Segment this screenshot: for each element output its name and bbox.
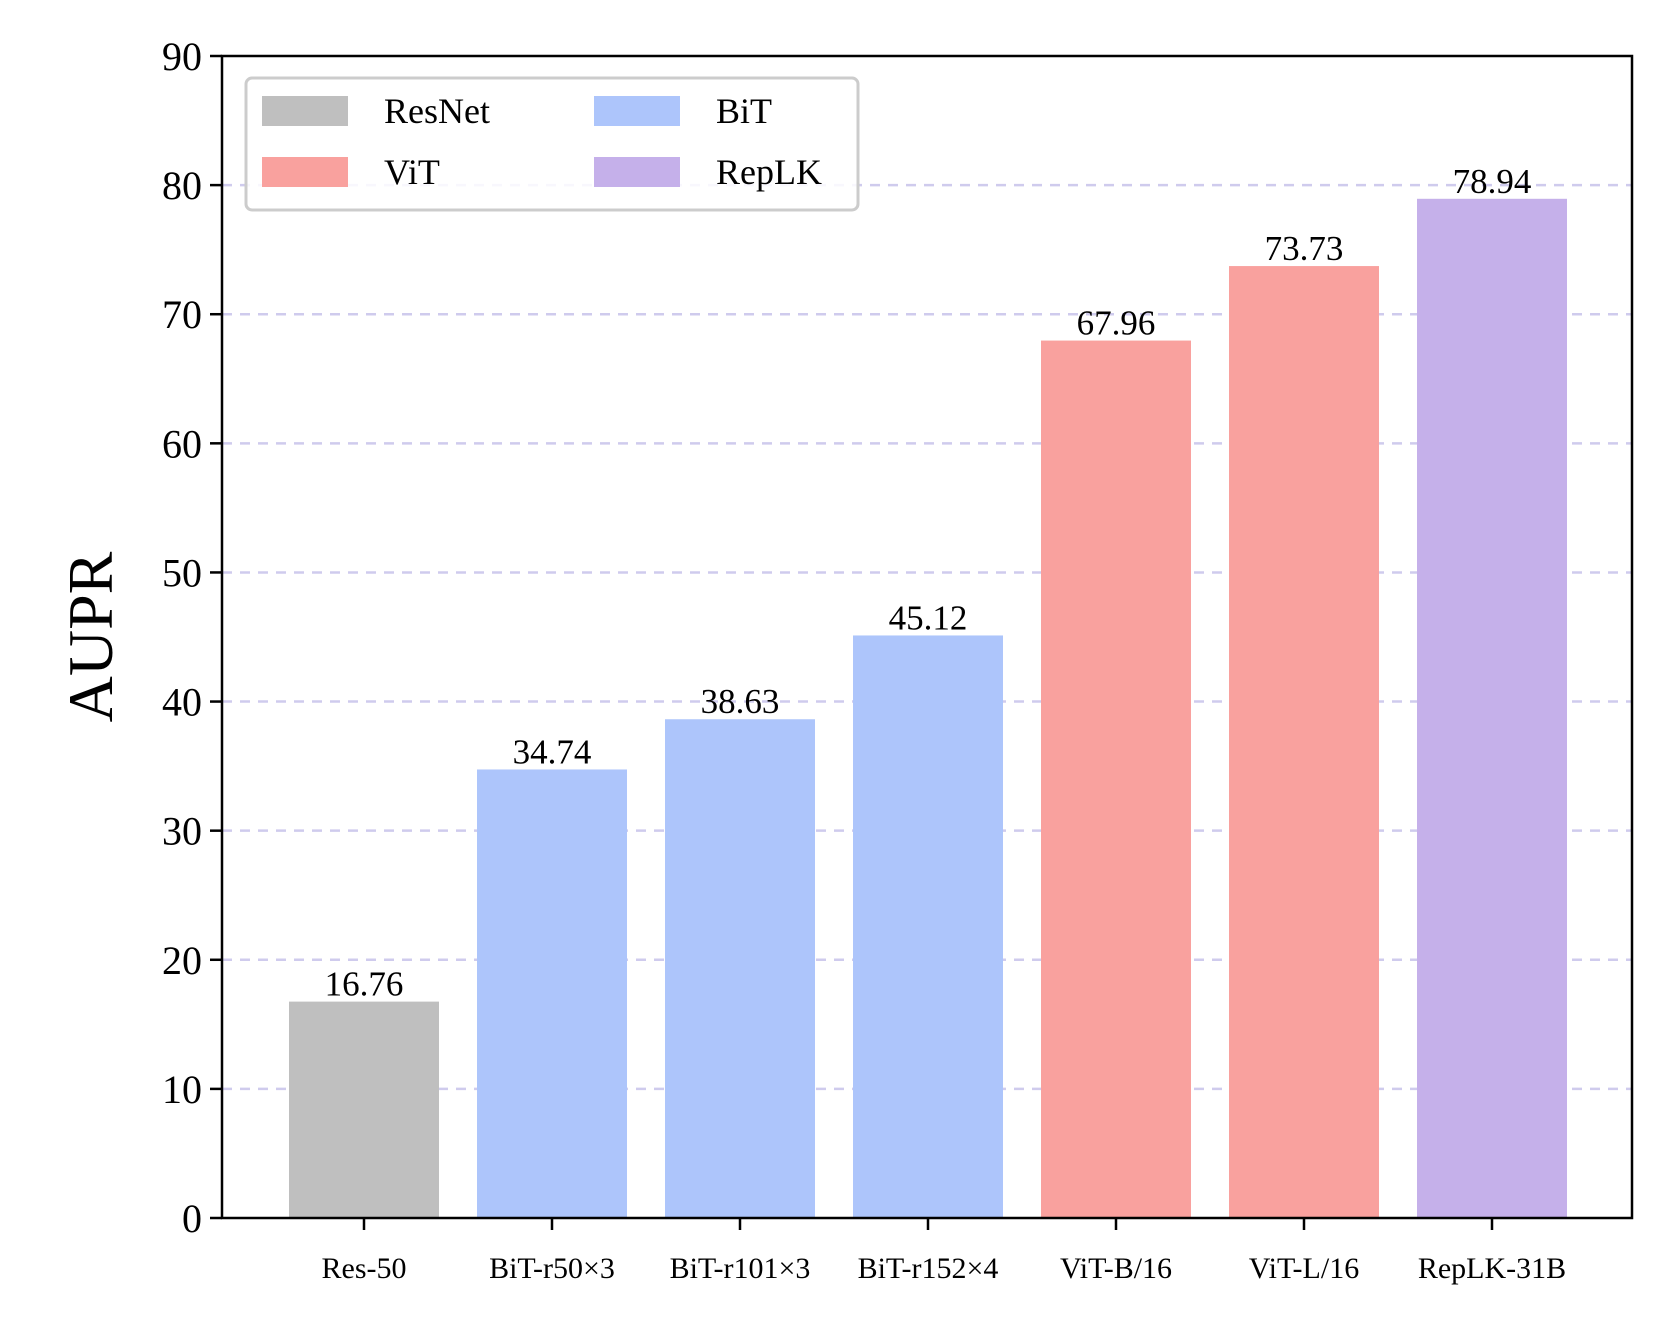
bar-bit-r101-3 <box>665 719 815 1218</box>
legend-label-bit: BiT <box>716 91 772 131</box>
bar-res-50 <box>289 1001 439 1218</box>
x-tick-label: Res-50 <box>322 1252 407 1285</box>
x-tick-label: BiT-r101×3 <box>670 1252 811 1285</box>
bar-replk-31b <box>1417 198 1567 1219</box>
x-tick-label: ViT-L/16 <box>1249 1252 1359 1285</box>
y-tick-label: 20 <box>162 938 202 983</box>
y-tick-label: 90 <box>162 34 202 79</box>
legend-swatch-bit <box>594 96 680 126</box>
value-labels: 16.76 34.74 38.63 45.12 67.96 73.73 78.94 <box>325 162 1532 1004</box>
y-tick-label: 60 <box>162 421 202 466</box>
legend-label-vit: ViT <box>384 152 440 192</box>
value-label: 34.74 <box>513 732 592 771</box>
legend-entries: ResNet BiT ViT RepLK <box>262 91 822 192</box>
x-tick-label: BiT-r50×3 <box>489 1252 615 1285</box>
y-tick-label: 30 <box>162 809 202 854</box>
legend-swatch-vit <box>262 157 348 187</box>
y-tick-label: 40 <box>162 680 202 725</box>
bar-bit-r50-3 <box>477 769 627 1218</box>
legend-box <box>244 76 860 212</box>
legend-swatch-replk <box>594 157 680 187</box>
y-tick-label: 50 <box>162 550 202 595</box>
x-tick-label: RepLK-31B <box>1418 1252 1566 1285</box>
y-tick-label: 10 <box>162 1067 202 1112</box>
legend-label-replk: RepLK <box>716 152 822 192</box>
y-tick-label: 70 <box>162 292 202 337</box>
y-axis-label: AUPR <box>55 551 126 722</box>
value-label: 67.96 <box>1077 304 1156 343</box>
x-tick-label: ViT-B/16 <box>1060 1252 1172 1285</box>
y-tick-label: 0 <box>182 1196 202 1241</box>
value-label: 45.12 <box>889 598 968 637</box>
x-tick-label: BiT-r152×4 <box>858 1252 999 1285</box>
bar-vit-l-16 <box>1229 266 1379 1218</box>
y-axis: 0 10 20 30 40 50 60 70 80 90 <box>162 34 222 1241</box>
value-label: 38.63 <box>701 682 780 721</box>
bars <box>289 198 1567 1219</box>
y-tick-label: 80 <box>162 163 202 208</box>
value-label: 78.94 <box>1453 162 1532 201</box>
value-label: 73.73 <box>1265 229 1344 268</box>
value-label: 16.76 <box>325 965 404 1004</box>
x-axis: Res-50 BiT-r50×3 BiT-r101×3 BiT-r152×4 ViT-B… <box>322 1218 1566 1285</box>
legend-swatch-resnet <box>262 96 348 126</box>
bar-vit-b-16 <box>1041 340 1191 1218</box>
legend-label-resnet: ResNet <box>384 91 490 131</box>
bar-bit-r152-4 <box>853 635 1003 1218</box>
legend: ResNet BiT ViT RepLK <box>244 76 860 212</box>
